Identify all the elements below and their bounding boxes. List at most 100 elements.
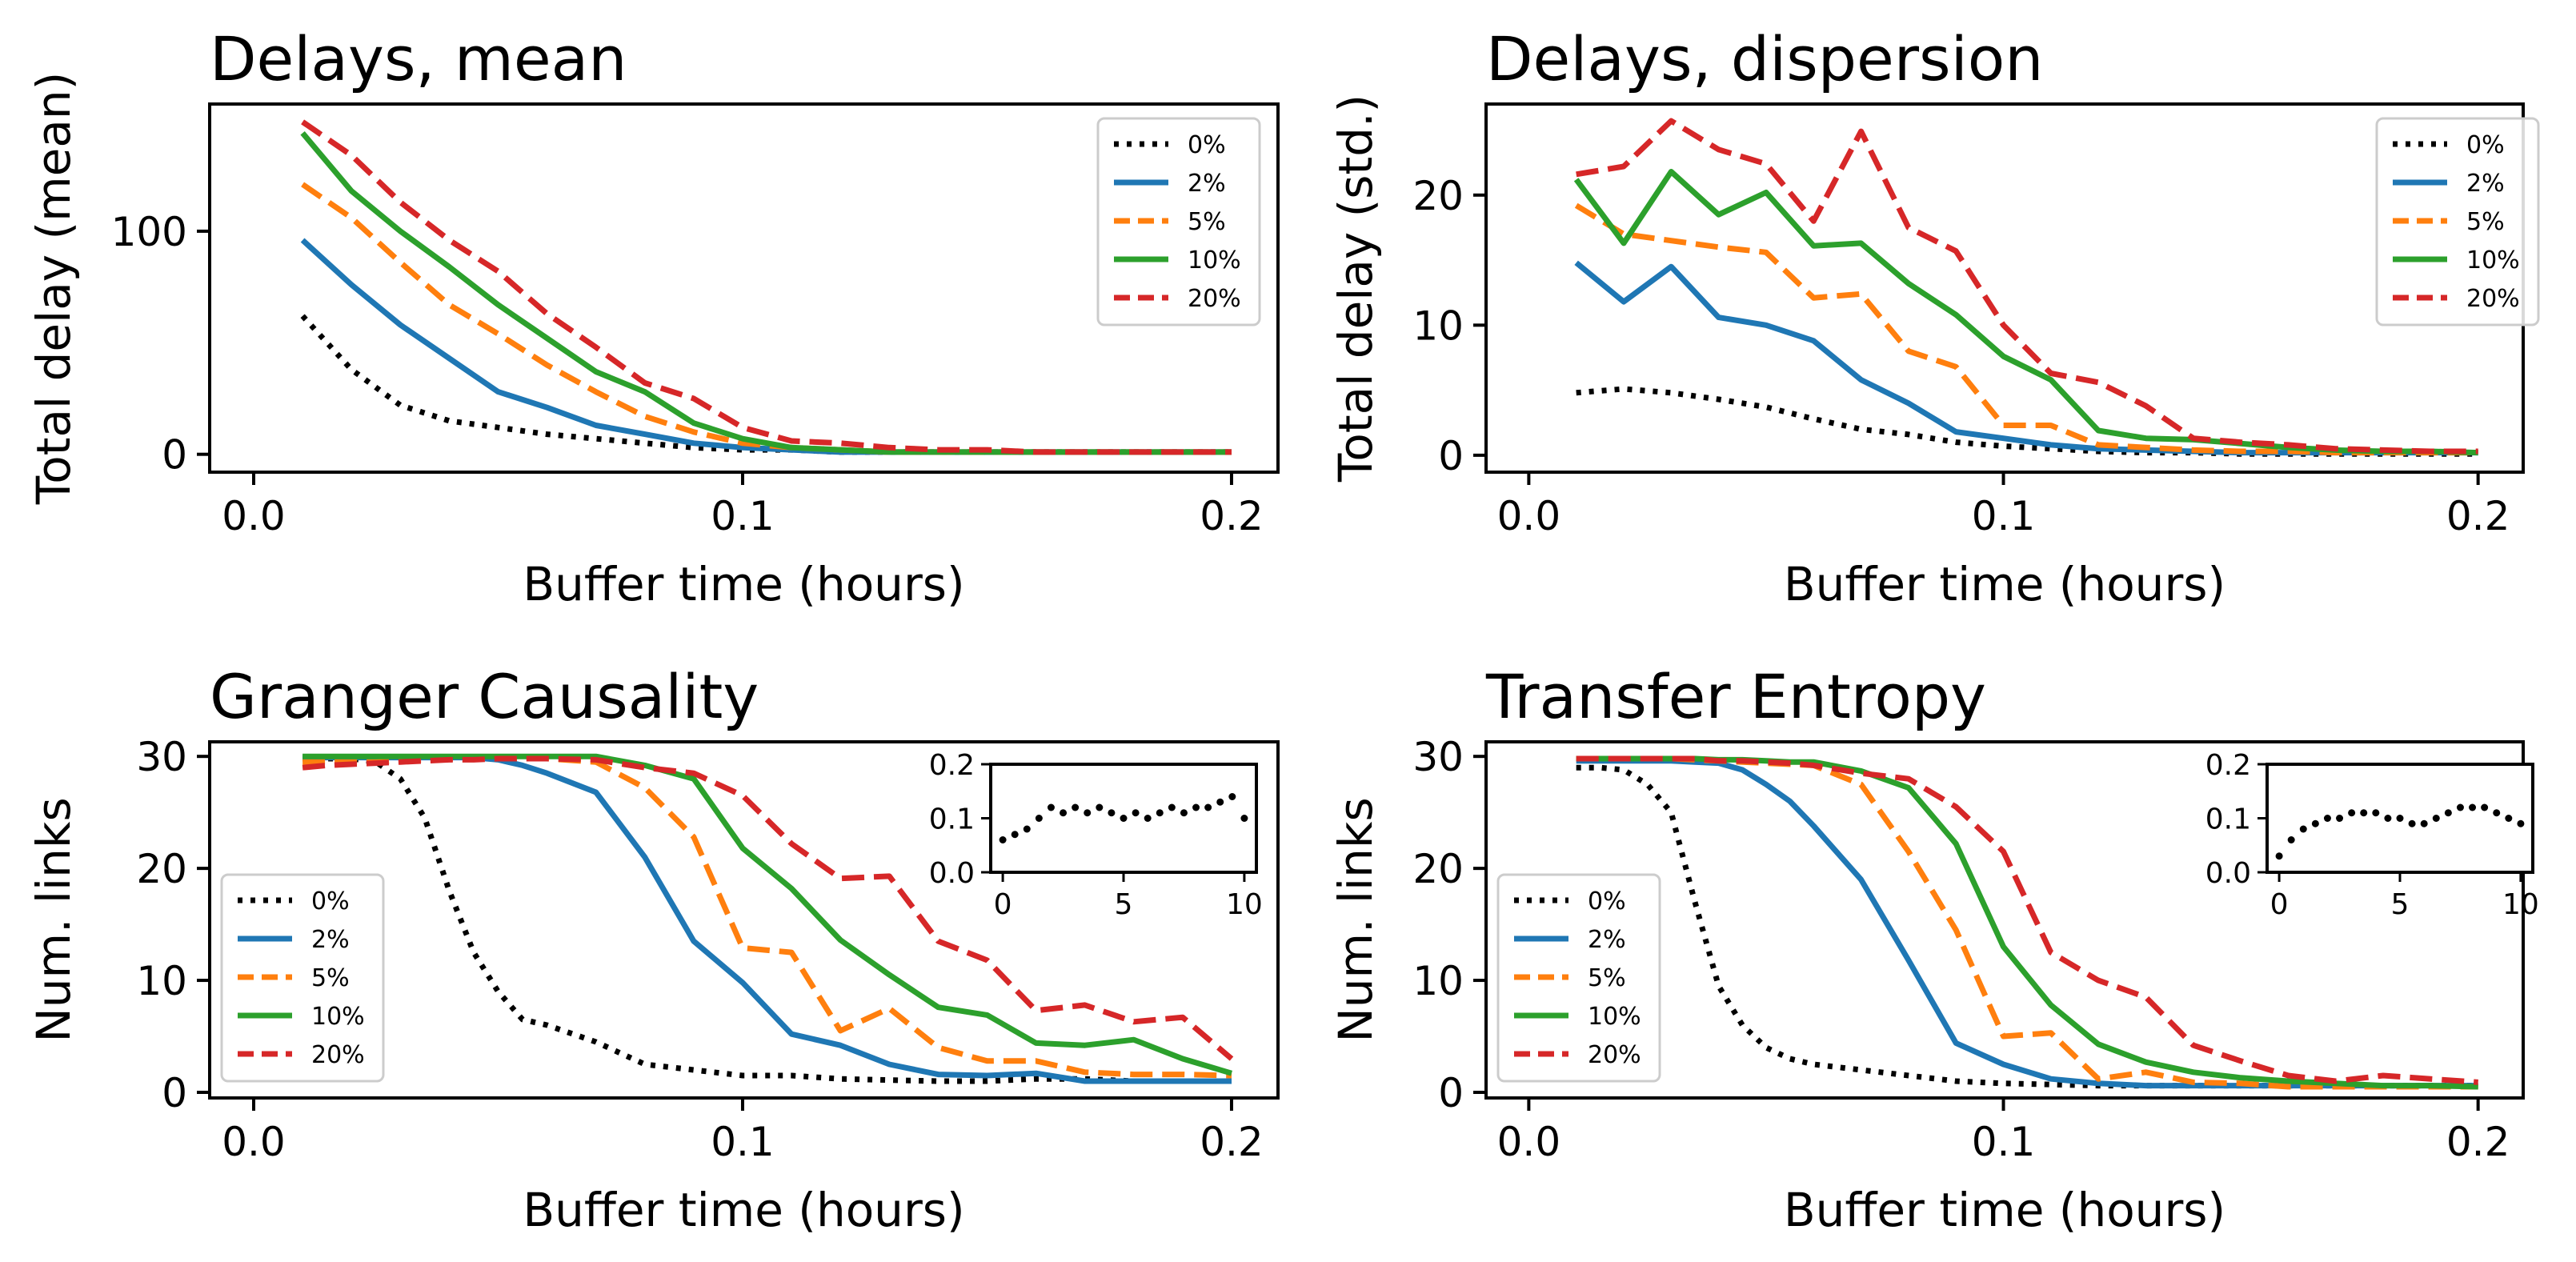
y-axis-label: Total delay (std.)	[1328, 94, 1383, 483]
series-line-20pct	[302, 755, 1234, 1061]
inset-x-tick-label: 10	[1226, 888, 1263, 921]
y-tick-label: 20	[1412, 173, 1464, 219]
inset-chart: 0 5 10 0.0 0.1 0.2	[929, 749, 1263, 921]
inset-point	[2432, 815, 2440, 822]
legend-box	[1496, 873, 1661, 1083]
inset-point	[1072, 803, 1080, 811]
x-tick-label: 0.1	[711, 493, 775, 539]
chart-panel-1: Delays, mean 0.0 0.1 0.2 0 100 Buffer time (ho…	[26, 23, 1280, 611]
inset-point	[1108, 809, 1116, 817]
inset-point	[2396, 815, 2404, 822]
inset-chart: 0 5 10 0.0 0.1 0.2	[2205, 749, 2539, 921]
inset-point	[2323, 815, 2331, 822]
y-tick-label: 10	[1412, 958, 1464, 1004]
x-axis-label: Buffer time (hours)	[1784, 557, 2225, 611]
legend-label: 2%	[1588, 926, 1626, 954]
inset-point	[2384, 815, 2392, 822]
x-tick-label: 0.2	[1200, 1119, 1264, 1165]
inset-point	[1240, 815, 1248, 822]
x-tick-label: 0.0	[222, 493, 286, 539]
inset-point	[2493, 809, 2501, 817]
x-axis-label: Buffer time (hours)	[523, 557, 964, 611]
inset-point	[2469, 803, 2477, 811]
x-tick-label: 0.0	[1497, 1119, 1561, 1165]
y-axis-label: Num. links	[26, 797, 81, 1042]
series-line-5pct	[1576, 755, 2478, 1090]
inset-point	[1060, 809, 1068, 817]
series-line-0pct	[302, 755, 1232, 1084]
y-tick-label: 0	[162, 1070, 187, 1116]
x-axis-label: Buffer time (hours)	[1784, 1183, 2225, 1237]
inset-x-tick-label: 10	[2502, 888, 2539, 921]
series-line-5pct	[1574, 202, 2478, 456]
inset-x-tick-label: 5	[2391, 888, 2410, 921]
series-line-10pct	[302, 753, 1232, 1076]
series-line-5pct	[301, 182, 1232, 455]
legend-label: 5%	[1588, 964, 1626, 992]
inset-point	[1204, 803, 1212, 811]
y-tick-label: 30	[1412, 734, 1464, 780]
inset-point	[2408, 819, 2416, 827]
legend-label: 5%	[1188, 208, 1226, 236]
inset-point	[1192, 803, 1200, 811]
series-line-2pct	[1574, 260, 2478, 456]
inset-point	[1120, 815, 1128, 822]
legend-label: 2%	[1188, 170, 1226, 198]
legend-label: 10%	[2466, 246, 2520, 274]
inset-y-tick-label: 0.1	[929, 803, 975, 836]
inset-point	[2299, 825, 2307, 833]
inset-point	[2420, 819, 2428, 827]
y-axis-label: Total delay (mean)	[26, 72, 81, 506]
legend: 0% 2% 5% 10% 20%	[220, 873, 385, 1083]
inset-x-tick-label: 0	[2270, 888, 2289, 921]
chart-title: Transfer Entropy	[1485, 661, 1986, 732]
x-tick-label: 0.2	[2446, 493, 2510, 539]
inset-point	[1144, 815, 1152, 822]
x-tick-label: 0.1	[711, 1119, 775, 1165]
inset-point	[2311, 819, 2319, 827]
y-tick-label: 20	[136, 846, 187, 892]
inset-point	[1035, 815, 1043, 822]
series-line-10pct	[1576, 755, 2478, 1090]
series-line-10pct	[300, 130, 1232, 455]
legend: 0% 2% 5% 10% 20%	[1496, 873, 1661, 1083]
x-tick-label: 0.2	[1200, 493, 1264, 539]
legend-label: 0%	[311, 887, 350, 915]
inset-x-tick-label: 0	[994, 888, 1012, 921]
inset-y-tick-label: 0.2	[2205, 749, 2251, 782]
y-tick-label: 100	[111, 209, 187, 255]
legend: 0% 2% 5% 10% 20%	[1096, 117, 1261, 327]
x-tick-label: 0.1	[1972, 493, 2036, 539]
legend-label: 10%	[1188, 246, 1241, 274]
legend-label: 20%	[2466, 285, 2520, 313]
inset-point	[1047, 803, 1055, 811]
inset-point	[2517, 819, 2525, 827]
y-tick-label: 10	[136, 958, 187, 1004]
y-tick-label: 0	[1438, 1070, 1464, 1116]
inset-point	[1156, 809, 1164, 817]
legend-label: 5%	[2466, 208, 2505, 236]
inset-y-tick-label: 0.1	[2205, 803, 2251, 836]
inset-point	[1096, 803, 1104, 811]
legend-label: 5%	[311, 964, 350, 992]
inset-point	[2505, 815, 2513, 822]
legend-label: 0%	[1588, 887, 1626, 915]
chart-title: Granger Causality	[210, 661, 759, 732]
inset-point	[1228, 793, 1236, 800]
inset-point	[2275, 852, 2283, 860]
x-axis-label: Buffer time (hours)	[523, 1183, 964, 1237]
inset-y-tick-label: 0.2	[929, 749, 975, 782]
inset-point	[2336, 815, 2344, 822]
series-line-2pct	[300, 238, 1232, 455]
inset-point	[1216, 798, 1224, 806]
legend-label: 10%	[311, 1003, 365, 1031]
legend-label: 0%	[2466, 131, 2505, 159]
inset-point	[2372, 809, 2380, 817]
series-line-20pct	[1576, 118, 2478, 455]
y-tick-label: 0	[162, 432, 187, 479]
y-tick-label: 20	[1412, 846, 1464, 892]
legend-label: 2%	[311, 926, 350, 954]
inset-point	[2287, 836, 2295, 843]
chart-panel-4: Transfer Entropy 0.0 0.1 0.2 0 10 20 30 Buffer t…	[1328, 661, 2539, 1237]
